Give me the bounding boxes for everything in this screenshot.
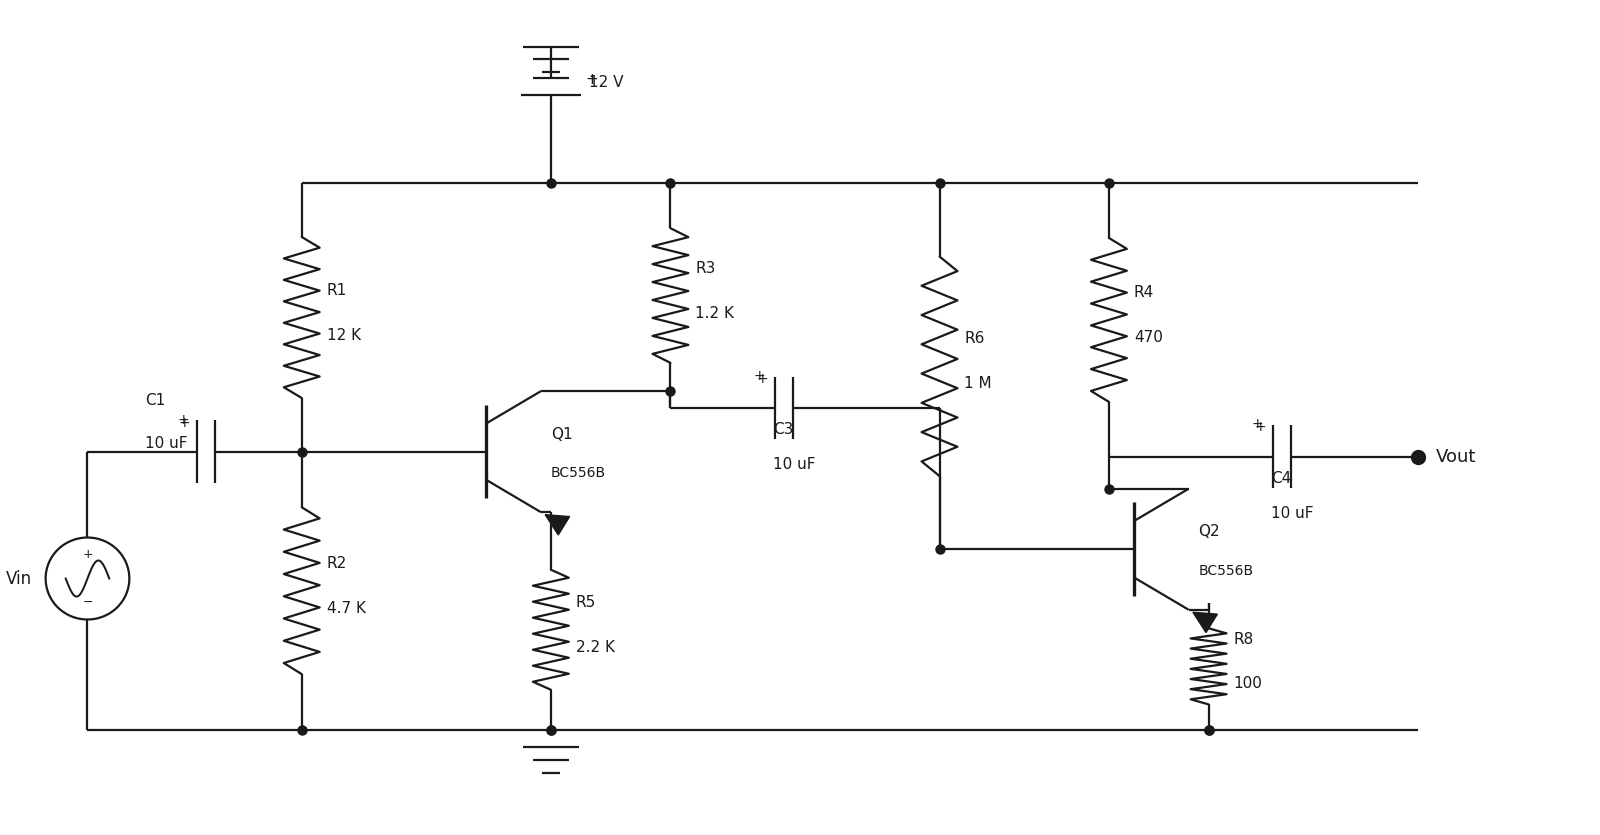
Text: C1: C1 xyxy=(146,393,165,408)
Text: 12 K: 12 K xyxy=(326,327,360,342)
Text: 12 V: 12 V xyxy=(589,75,624,90)
Text: Q2: Q2 xyxy=(1198,524,1221,539)
Text: R5: R5 xyxy=(576,595,597,610)
Text: 10 uF: 10 uF xyxy=(773,457,816,472)
Text: +: + xyxy=(178,412,189,427)
Text: Q1: Q1 xyxy=(550,427,573,442)
Text: R8: R8 xyxy=(1234,631,1254,646)
Text: C4: C4 xyxy=(1272,470,1291,485)
Text: C3: C3 xyxy=(773,422,794,437)
Text: 100: 100 xyxy=(1234,676,1262,691)
Text: +: + xyxy=(1254,421,1266,434)
Text: 10 uF: 10 uF xyxy=(146,437,187,452)
Text: 2.2 K: 2.2 K xyxy=(576,640,614,655)
Text: Vout: Vout xyxy=(1435,448,1477,466)
Text: +: + xyxy=(757,372,768,386)
Text: R2: R2 xyxy=(326,556,347,571)
Text: R3: R3 xyxy=(696,261,715,276)
Text: 4.7 K: 4.7 K xyxy=(326,600,366,615)
Text: BC556B: BC556B xyxy=(1198,564,1254,578)
Text: 470: 470 xyxy=(1134,330,1163,345)
Text: R6: R6 xyxy=(965,331,986,347)
Text: R1: R1 xyxy=(326,283,347,297)
Text: BC556B: BC556B xyxy=(550,466,606,480)
Text: 1.2 K: 1.2 K xyxy=(696,306,734,321)
Polygon shape xyxy=(1194,612,1218,633)
Text: +: + xyxy=(1251,418,1264,432)
Text: Vin: Vin xyxy=(6,569,32,588)
Text: −: − xyxy=(82,596,93,609)
Text: +: + xyxy=(178,416,190,429)
Text: R4: R4 xyxy=(1134,285,1154,300)
Text: 10 uF: 10 uF xyxy=(1272,506,1314,521)
Polygon shape xyxy=(546,514,570,535)
Text: +: + xyxy=(754,369,765,382)
Text: 1 M: 1 M xyxy=(965,377,992,392)
Text: +: + xyxy=(586,73,598,88)
Text: +: + xyxy=(82,549,93,561)
